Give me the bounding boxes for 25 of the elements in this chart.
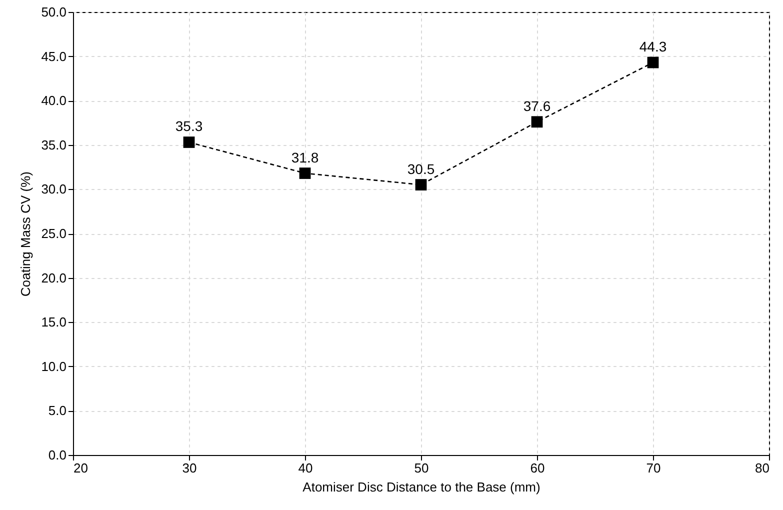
y-axis-title: Coating Mass CV (%) [18, 172, 34, 296]
x-tick-label: 80 [755, 460, 770, 476]
x-tick-label: 30 [182, 460, 197, 476]
data-label: 30.5 [407, 160, 435, 177]
y-tick-label: 30.0 [41, 182, 66, 197]
x-tick-label: 60 [530, 460, 545, 476]
y-tick-label: 40.0 [41, 93, 66, 108]
y-tick-label: 10.0 [41, 358, 66, 374]
data-label: 31.8 [291, 149, 319, 166]
data-label: 44.3 [639, 38, 667, 54]
x-tick-label: 70 [646, 460, 661, 476]
y-tick-label: 35.0 [41, 137, 66, 152]
x-axis-title: Atomiser Disc Distance to the Base (mm) [302, 480, 540, 494]
y-tick-label: 0.0 [48, 448, 66, 462]
x-tick-label: 50 [414, 460, 429, 476]
data-label: 35.3 [175, 118, 203, 134]
y-tick-label: 50.0 [41, 4, 66, 20]
y-tick-label: 45.0 [41, 48, 66, 64]
y-tick-label: 20.0 [41, 270, 66, 286]
y-tick-label: 25.0 [41, 226, 66, 241]
data-label: 37.6 [523, 98, 551, 114]
y-tick-label: 15.0 [41, 314, 66, 330]
y-tick-label: 5.0 [48, 403, 66, 418]
x-tick-label: 40 [298, 460, 313, 476]
x-tick-label: 20 [74, 460, 88, 476]
